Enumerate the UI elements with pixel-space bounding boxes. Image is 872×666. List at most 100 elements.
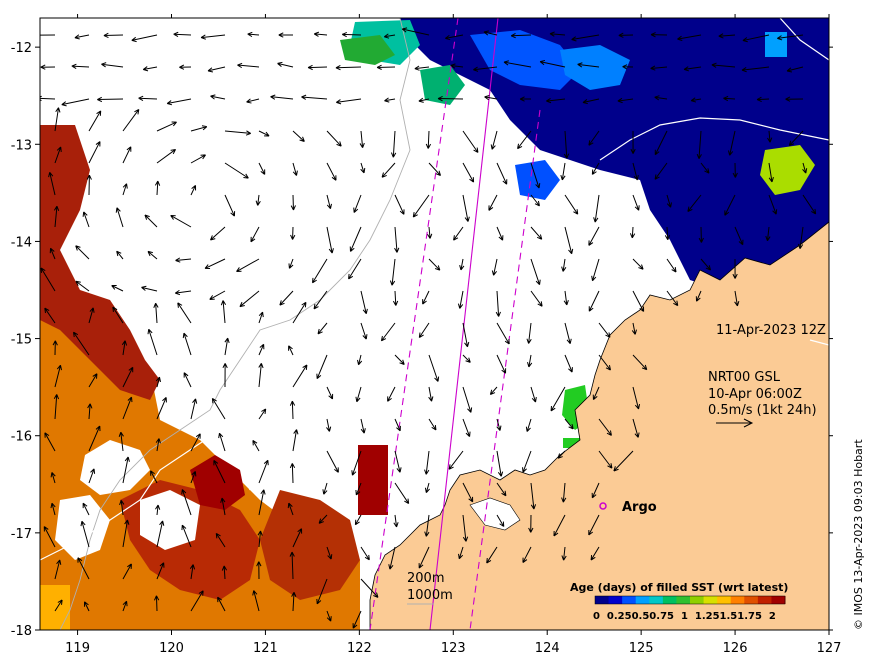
- current-arrow: [765, 226, 771, 242]
- current-arrow: [40, 267, 56, 292]
- current-arrow: [156, 148, 177, 164]
- current-arrow: [392, 290, 399, 306]
- current-arrow: [50, 502, 56, 516]
- current-arrow: [182, 332, 192, 356]
- current-arrow: [326, 386, 334, 400]
- current-arrow: [211, 397, 226, 420]
- current-arrow: [360, 290, 368, 315]
- current-arrow: [462, 418, 471, 437]
- current-arrow: [560, 162, 566, 181]
- current-arrow: [326, 450, 339, 473]
- current-arrow: [666, 258, 677, 273]
- y-tick-label: -12: [11, 41, 32, 56]
- sst-age-red-patch-2: [260, 490, 360, 600]
- current-arrow: [353, 194, 362, 213]
- current-arrow: [700, 258, 712, 271]
- current-arrow: [629, 226, 636, 239]
- current-arrow: [190, 125, 208, 132]
- current-arrow: [617, 97, 634, 104]
- current-arrow: [401, 27, 430, 36]
- coastline: [369, 221, 829, 630]
- scale-label: 0.5m/s (1kt 24h): [708, 403, 817, 418]
- land-kimberley-inlet: [469, 497, 521, 531]
- current-arrow: [530, 162, 541, 189]
- current-arrow: [462, 482, 474, 503]
- current-arrow: [210, 226, 226, 241]
- current-arrow: [357, 354, 363, 366]
- current-arrow: [394, 482, 410, 505]
- current-arrow: [724, 194, 736, 216]
- current-arrow: [336, 98, 362, 105]
- current-arrow: [111, 285, 124, 292]
- current-arrow: [122, 109, 140, 132]
- current-arrow: [698, 226, 704, 243]
- current-arrow: [418, 322, 430, 338]
- current-arrow: [326, 418, 332, 432]
- current-arrow: [557, 450, 566, 459]
- current-arrow: [564, 418, 574, 430]
- current-arrow: [618, 32, 634, 38]
- current-arrow: [394, 354, 405, 366]
- current-arrow: [122, 146, 132, 164]
- sst-age-green-patch-2: [420, 65, 465, 105]
- current-arrow: [86, 174, 92, 196]
- current-arrow: [632, 162, 639, 181]
- current-arrow: [496, 322, 510, 345]
- current-arrow: [428, 418, 437, 431]
- current-arrow: [666, 290, 679, 307]
- current-arrow: [491, 258, 498, 276]
- current-arrow: [462, 386, 473, 413]
- current-arrow: [258, 130, 270, 137]
- x-tick-label: 127: [817, 641, 842, 656]
- current-arrow: [528, 514, 534, 533]
- current-arrow: [571, 34, 600, 42]
- current-arrow: [591, 258, 600, 282]
- current-arrow: [561, 482, 567, 503]
- current-arrow: [115, 207, 124, 228]
- current-arrow: [354, 514, 362, 526]
- y-tick-label: -16: [11, 430, 32, 445]
- sst-age-cyan-box: [765, 32, 787, 57]
- current-arrow: [239, 290, 260, 308]
- current-arrow: [292, 364, 308, 388]
- current-arrow: [258, 408, 267, 420]
- current-arrow: [383, 33, 396, 39]
- sst-age-fresh-region: [400, 18, 829, 290]
- current-arrow: [387, 386, 396, 402]
- scale-arrow: [716, 418, 754, 428]
- contour-1000m-sw: [40, 429, 251, 561]
- current-arrow: [326, 194, 332, 210]
- current-arrow: [87, 403, 93, 420]
- current-arrow: [224, 194, 236, 217]
- current-arrow: [250, 226, 260, 243]
- current-arrow: [632, 354, 648, 371]
- current-arrow: [428, 386, 434, 402]
- current-arrow: [75, 280, 90, 292]
- contour-1000m-label: 1000m: [407, 588, 453, 603]
- current-arrow: [292, 429, 299, 452]
- current-arrow: [530, 258, 541, 286]
- current-arrow: [153, 595, 160, 612]
- current-arrow: [237, 62, 260, 69]
- current-arrow: [236, 258, 260, 273]
- current-arrow: [122, 519, 130, 548]
- current-source-label: NRT00 GSL: [708, 370, 781, 385]
- current-arrow: [527, 354, 533, 368]
- current-arrow: [122, 396, 133, 420]
- current-arrow: [488, 194, 498, 211]
- colorbar-swatch: [608, 596, 623, 604]
- current-arrow: [489, 386, 498, 396]
- current-arrow: [768, 194, 778, 215]
- current-arrow: [695, 290, 702, 302]
- current-arrow: [311, 258, 328, 284]
- current-arrow: [54, 107, 61, 132]
- current-arrow: [632, 418, 640, 438]
- colorbar-labels: 0 0.250.50.75 1 1.251.51.75 2: [593, 611, 776, 622]
- current-arrow: [445, 34, 464, 41]
- current-arrow: [564, 322, 572, 345]
- current-arrow: [173, 31, 192, 38]
- y-tick-label: -17: [11, 527, 32, 542]
- current-arrow: [424, 514, 430, 537]
- current-arrow: [349, 226, 362, 252]
- current-arrow: [563, 290, 569, 306]
